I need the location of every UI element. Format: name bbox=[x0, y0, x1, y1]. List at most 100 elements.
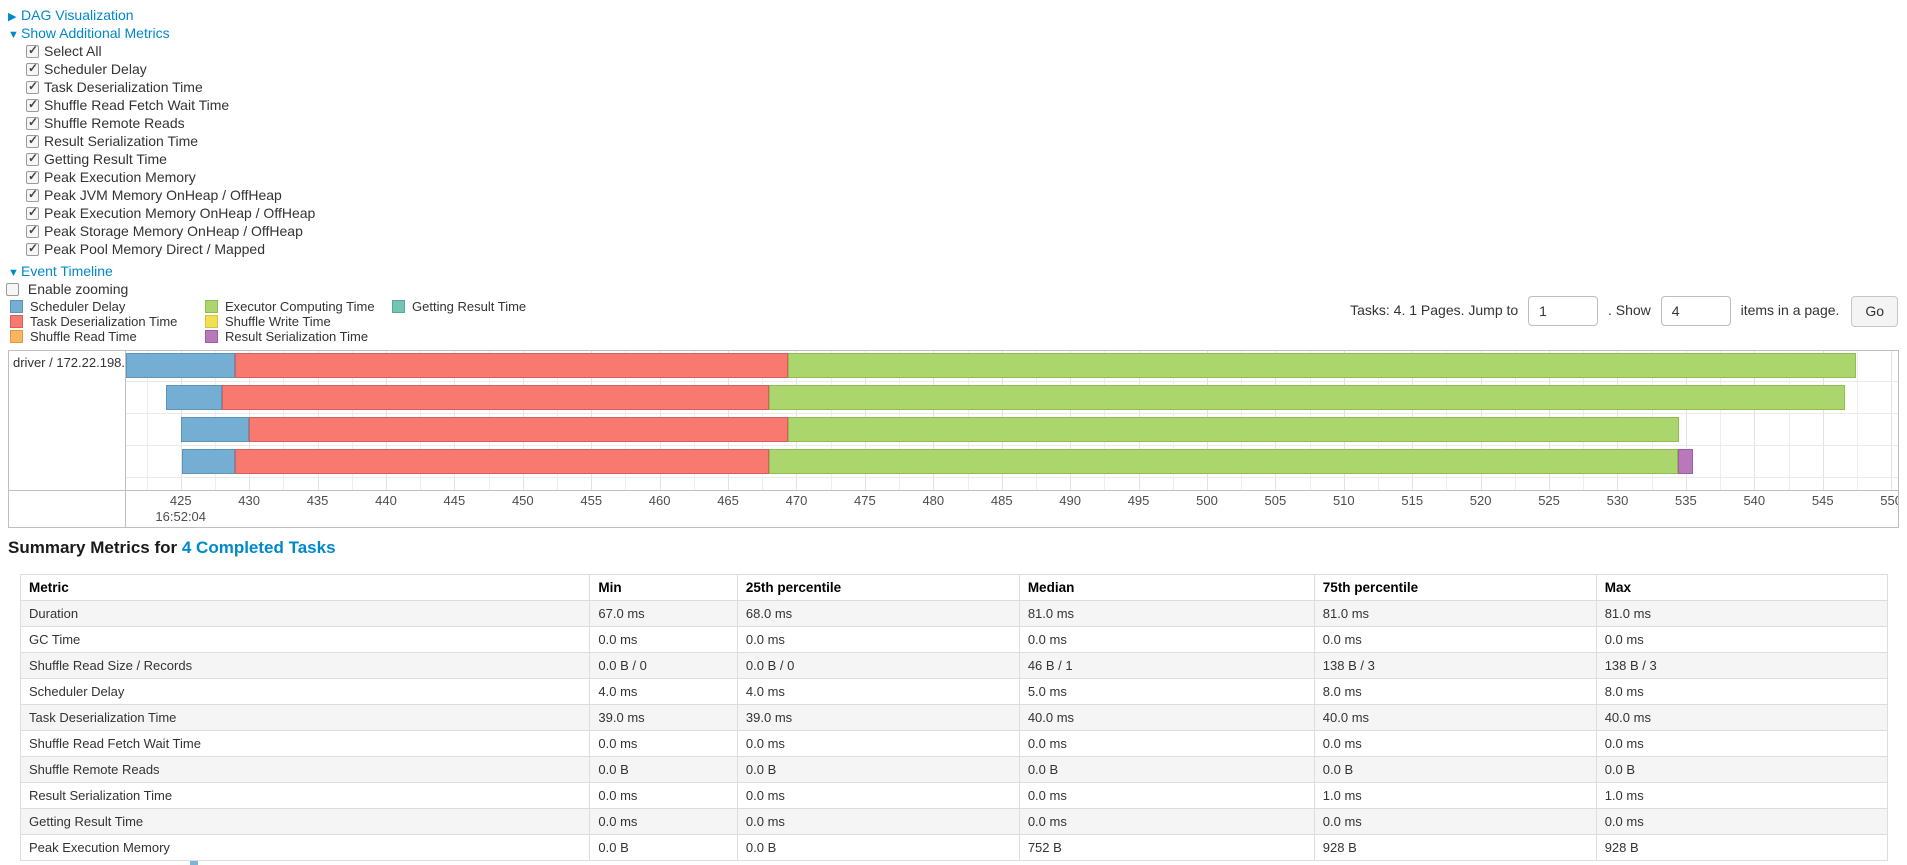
timeline-tick-label: 430 bbox=[238, 493, 260, 508]
metric-value-cell: 0.0 ms bbox=[1313, 730, 1597, 757]
timeline-row-separator bbox=[126, 445, 1898, 446]
items-per-page-input[interactable] bbox=[1660, 296, 1731, 327]
metric-checkbox-row: Result Serialization Time bbox=[26, 132, 198, 150]
metric-value-cell: 0.0 ms bbox=[1313, 808, 1597, 835]
metric-checkbox-shuffle-remote-reads[interactable] bbox=[26, 115, 39, 130]
task-bar-segment-executor-computing[interactable] bbox=[769, 449, 1678, 474]
metric-name-cell: Scheduler Delay bbox=[19, 678, 591, 705]
task-bar-segment-executor-computing[interactable] bbox=[788, 417, 1680, 442]
metric-checkbox-label[interactable]: Peak JVM Memory OnHeap / OffHeap bbox=[44, 187, 282, 203]
metric-checkbox-label[interactable]: Peak Storage Memory OnHeap / OffHeap bbox=[44, 223, 303, 239]
timeline-tick-label: 520 bbox=[1469, 493, 1492, 508]
metric-value-cell: 0.0 B bbox=[589, 834, 738, 861]
getting-result-time-swatch-icon bbox=[392, 300, 405, 313]
timeline-tick-label: 450 bbox=[511, 493, 534, 508]
timeline-tick-label: 530 bbox=[1606, 493, 1629, 508]
metric-checkbox-task-deserialization-time[interactable] bbox=[26, 79, 39, 94]
shuffle-read-time-swatch-icon bbox=[10, 330, 23, 343]
metric-checkbox-label[interactable]: Scheduler Delay bbox=[44, 61, 147, 77]
summary-column-header: Min bbox=[589, 574, 738, 601]
metric-checkbox-peak-storage-memory-onheap-offheap[interactable] bbox=[26, 223, 39, 238]
task-bar-segment-task-deserialization[interactable] bbox=[249, 417, 789, 442]
task-bar-segment-scheduler-delay[interactable] bbox=[180, 417, 250, 442]
metric-checkbox-label[interactable]: Task Deserialization Time bbox=[44, 79, 203, 95]
metric-checkbox-label[interactable]: Peak Pool Memory Direct / Mapped bbox=[44, 241, 265, 257]
legend-item: Getting Result Time bbox=[392, 300, 526, 314]
metric-checkbox-row: Peak Execution Memory OnHeap / OffHeap bbox=[26, 204, 315, 222]
metric-checkbox-label[interactable]: Peak Execution Memory bbox=[44, 169, 196, 185]
metric-value-cell: 138 B / 3 bbox=[1313, 652, 1597, 679]
metric-checkbox-peak-pool-memory-direct-mapped[interactable] bbox=[26, 241, 39, 256]
metric-name-cell: Shuffle Read Size / Records bbox=[19, 652, 591, 679]
metric-checkbox-result-serialization-time[interactable] bbox=[26, 133, 39, 148]
metric-value-cell: 81.0 ms bbox=[1313, 600, 1597, 627]
enable-zooming-row: Enable zooming bbox=[6, 280, 128, 298]
table-row: Peak Execution Memory 0.0 B 0.0 B 752 B 928 … bbox=[19, 834, 1889, 861]
metric-checkbox-label[interactable]: Peak Execution Memory OnHeap / OffHeap bbox=[44, 205, 316, 221]
metric-name-cell: Result Serialization Time bbox=[19, 782, 591, 809]
task-bar-segment-executor-computing[interactable] bbox=[769, 385, 1845, 410]
metric-checkbox-scheduler-delay[interactable] bbox=[26, 61, 39, 76]
task-bar-segment-result-serialization[interactable] bbox=[1677, 449, 1693, 474]
metric-value-cell: 40.0 ms bbox=[1018, 704, 1315, 731]
pagination-mid-text: . Show bbox=[1607, 302, 1651, 318]
dag-visualization-label[interactable]: DAG Visualization bbox=[21, 7, 134, 23]
show-additional-metrics-toggle[interactable]: ▼ Show Additional Metrics bbox=[8, 24, 170, 42]
task-bar-segment-scheduler-delay[interactable] bbox=[126, 353, 236, 378]
legend-column: Scheduler Delay Task Deserialization Time… bbox=[10, 300, 177, 345]
timeline-tick-label: 545 bbox=[1811, 493, 1834, 508]
metric-checkbox-getting-result-time[interactable] bbox=[26, 151, 39, 166]
metric-value-cell: 8.0 ms bbox=[1313, 678, 1597, 705]
task-bar-segment-task-deserialization[interactable] bbox=[221, 385, 770, 410]
task-bar-segment-task-deserialization[interactable] bbox=[235, 449, 770, 474]
table-row: Result Serialization Time 0.0 ms 0.0 ms 0.0… bbox=[19, 782, 1889, 809]
enable-zooming-checkbox[interactable] bbox=[6, 283, 19, 296]
metric-checkbox-peak-jvm-memory-onheap-offheap[interactable] bbox=[26, 187, 39, 202]
metric-checkbox-select-all[interactable] bbox=[26, 43, 39, 58]
completed-tasks-link[interactable]: 4 Completed Tasks bbox=[181, 538, 336, 557]
metric-checkbox-label[interactable]: Getting Result Time bbox=[44, 151, 167, 167]
event-timeline-label[interactable]: Event Timeline bbox=[21, 263, 113, 279]
summary-column-header: Max bbox=[1595, 574, 1889, 601]
metric-checkbox-label[interactable]: Select All bbox=[44, 43, 102, 59]
enable-zooming-label[interactable]: Enable zooming bbox=[27, 281, 129, 297]
metric-value-cell: 40.0 ms bbox=[1313, 704, 1597, 731]
task-bar-segment-scheduler-delay[interactable] bbox=[182, 449, 236, 474]
metric-checkbox-label[interactable]: Result Serialization Time bbox=[44, 133, 199, 149]
go-button[interactable]: Go bbox=[1851, 295, 1898, 327]
metric-name-cell: Duration bbox=[19, 600, 591, 627]
timeline-gridline bbox=[1685, 351, 1687, 490]
metric-checkbox-peak-execution-memory[interactable] bbox=[26, 169, 39, 184]
jump-to-page-input[interactable] bbox=[1528, 296, 1599, 327]
metric-checkbox-shuffle-read-fetch-wait-time[interactable] bbox=[26, 97, 39, 112]
timeline-tick-label: 425 bbox=[169, 493, 192, 508]
timeline-tick-label: 515 bbox=[1401, 493, 1424, 508]
timeline-gridline bbox=[1856, 351, 1858, 490]
task-bar-segment-task-deserialization[interactable] bbox=[235, 353, 789, 378]
task-bar-segment-scheduler-delay[interactable] bbox=[165, 385, 222, 410]
timeline-tick-label: 510 bbox=[1332, 493, 1355, 508]
metric-value-cell: 0.0 ms bbox=[1595, 626, 1889, 653]
timeline-gridline bbox=[146, 351, 148, 490]
metric-checkbox-row: Shuffle Read Fetch Wait Time bbox=[26, 96, 229, 114]
legend-item: Shuffle Read Time bbox=[10, 330, 177, 344]
table-row: Task Deserialization Time 39.0 ms 39.0 ms 4… bbox=[19, 704, 1889, 731]
event-timeline-toggle[interactable]: ▼ Event Timeline bbox=[8, 262, 113, 280]
metric-value-cell: 0.0 ms bbox=[736, 730, 1020, 757]
metric-value-cell: 0.0 B / 0 bbox=[589, 652, 738, 679]
timeline-plot-area bbox=[126, 351, 1898, 490]
metric-checkbox-label[interactable]: Shuffle Remote Reads bbox=[44, 115, 185, 131]
metric-value-cell: 4.0 ms bbox=[589, 678, 738, 705]
task-bar-segment-executor-computing[interactable] bbox=[788, 353, 1856, 378]
dag-visualization-toggle[interactable]: ▶ DAG Visualization bbox=[8, 6, 134, 24]
metric-value-cell: 0.0 ms bbox=[589, 730, 738, 757]
chevron-right-icon: ▶ bbox=[8, 11, 17, 23]
metric-value-cell: 0.0 ms bbox=[1595, 808, 1889, 835]
metric-value-cell: 928 B bbox=[1595, 834, 1889, 861]
metric-value-cell: 0.0 B bbox=[1595, 756, 1889, 783]
metric-checkbox-peak-execution-memory-onheap-offheap[interactable] bbox=[26, 205, 39, 220]
metric-value-cell: 0.0 B bbox=[736, 834, 1020, 861]
show-additional-metrics-label[interactable]: Show Additional Metrics bbox=[21, 25, 170, 41]
metric-checkbox-label[interactable]: Shuffle Read Fetch Wait Time bbox=[44, 97, 230, 113]
legend-item: Executor Computing Time bbox=[205, 300, 375, 314]
